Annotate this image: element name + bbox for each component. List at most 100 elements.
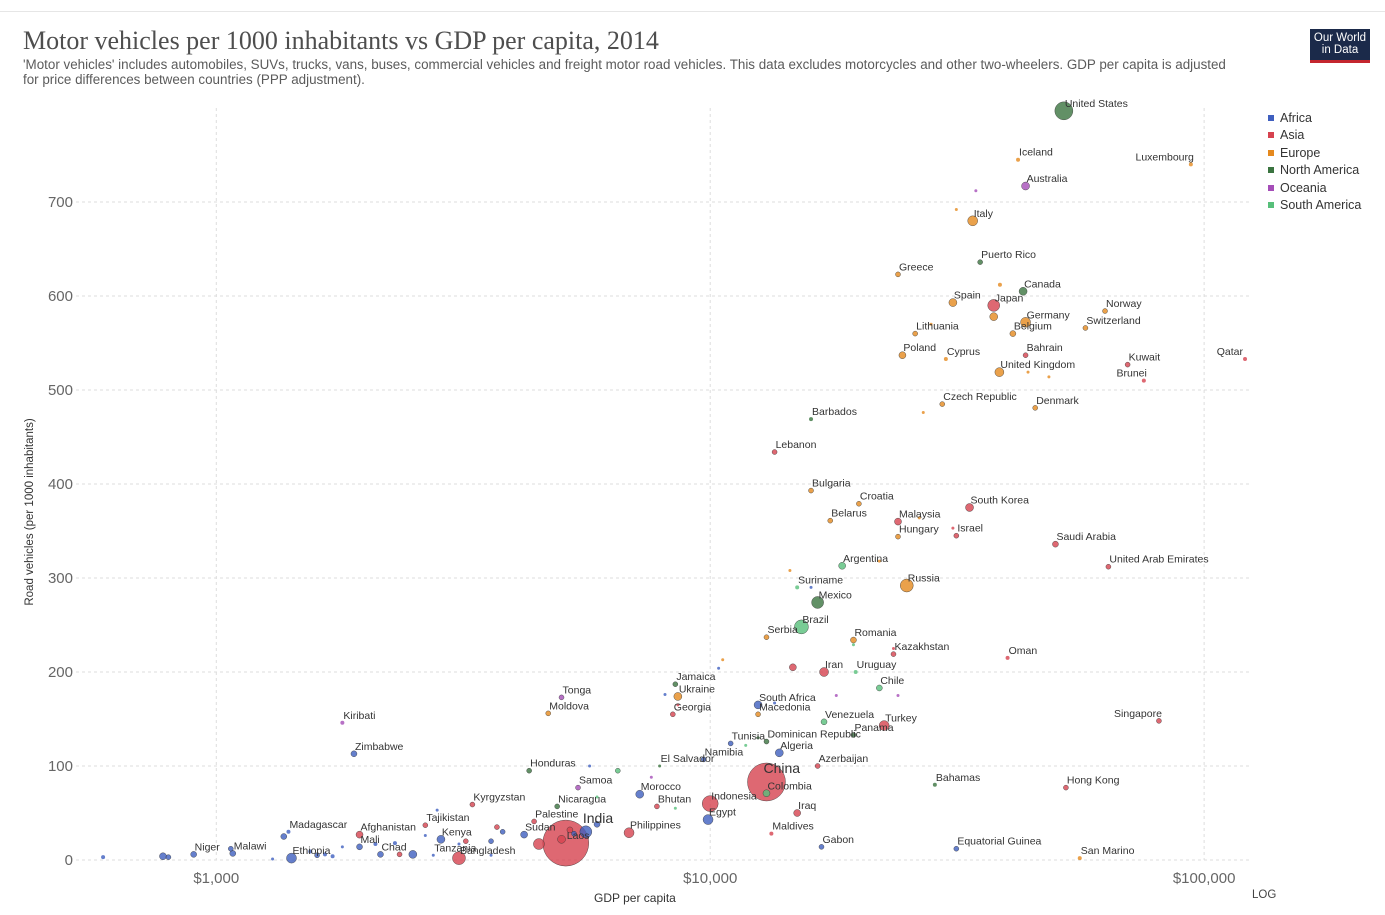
point-label-bulgaria: Bulgaria — [812, 478, 851, 490]
data-point-panama — [850, 732, 857, 738]
point-label-madagascar: Madagascar — [289, 819, 347, 831]
data-point-brazil — [794, 619, 809, 635]
point-label-moldova: Moldova — [549, 700, 589, 712]
legend-item-south-america[interactable]: South America — [1268, 197, 1361, 215]
point-label-tonga: Tonga — [563, 684, 592, 696]
data-point — [165, 854, 172, 860]
data-point-bhutan — [654, 803, 660, 810]
owid-logo[interactable]: Our World in Data — [1310, 29, 1370, 63]
data-point-chad — [377, 851, 384, 858]
data-point — [744, 743, 748, 747]
data-point-algeria — [775, 748, 784, 758]
data-point-jamaica — [672, 681, 679, 687]
point-label-suriname: Suriname — [798, 574, 843, 586]
data-point-luxembourg — [1188, 162, 1193, 167]
data-point — [615, 768, 621, 774]
data-point — [663, 693, 667, 697]
data-point — [595, 795, 599, 799]
legend-item-oceania[interactable]: Oceania — [1268, 179, 1361, 197]
data-point-dominican-republic — [763, 738, 770, 745]
data-point — [588, 764, 592, 768]
data-point-canada — [1018, 287, 1028, 296]
data-point-mali — [356, 843, 363, 851]
point-label-cyprus: Cyprus — [947, 346, 980, 358]
data-point — [499, 829, 506, 835]
data-point-saudi-arabia — [1052, 540, 1059, 548]
point-label-jamaica: Jamaica — [676, 671, 715, 683]
point-label-hungary: Hungary — [899, 524, 939, 536]
data-point-united-arab-emirates — [1105, 564, 1112, 570]
point-label-ukraine: Ukraine — [679, 683, 715, 695]
point-label-puerto-rico: Puerto Rico — [981, 249, 1036, 261]
legend: Africa Asia Europe North America Oceania… — [1268, 109, 1361, 214]
data-point — [159, 852, 167, 860]
data-point — [396, 851, 403, 858]
data-point-oman — [1005, 655, 1010, 660]
data-point-serbia — [763, 634, 770, 640]
data-point — [408, 850, 418, 859]
data-point — [489, 853, 493, 857]
data-point-czech-republic — [939, 401, 945, 407]
legend-item-europe[interactable]: Europe — [1268, 144, 1361, 162]
data-point-uruguay — [853, 670, 858, 674]
point-label-egypt: Egypt — [709, 807, 736, 819]
data-point — [773, 701, 777, 705]
legend-swatch-europe — [1268, 149, 1274, 156]
point-label-luxembourg: Luxembourg — [1135, 151, 1194, 163]
y-tick-label: 600 — [48, 288, 73, 305]
y-tick-label: 400 — [48, 476, 73, 493]
point-label-malawi: Malawi — [234, 840, 267, 852]
point-label-singapore: Singapore — [1114, 708, 1162, 720]
data-point-iraq — [793, 809, 801, 817]
data-point — [314, 852, 320, 858]
legend-item-asia[interactable]: Asia — [1268, 127, 1361, 145]
data-point-gabon — [818, 844, 825, 850]
point-label-iceland: Iceland — [1019, 147, 1053, 159]
point-label-tanzania: Tanzania — [434, 842, 476, 854]
data-point-bulgaria — [808, 487, 814, 494]
legend-swatch-north-america — [1268, 167, 1274, 174]
data-point-lithuania — [912, 330, 918, 337]
data-point — [851, 643, 855, 647]
data-point-honduras — [526, 768, 532, 774]
data-point — [717, 666, 721, 670]
point-label-lithuania: Lithuania — [916, 321, 959, 333]
data-point — [756, 736, 760, 740]
point-label-norway: Norway — [1106, 298, 1142, 310]
x-tick-label: $1,000 — [193, 870, 239, 887]
data-point — [423, 834, 427, 838]
point-label-ethiopia: Ethiopia — [292, 845, 330, 857]
data-point-cyprus — [943, 356, 948, 361]
data-point-macedonia — [755, 711, 761, 717]
data-point-china — [747, 762, 786, 802]
data-point-ukraine — [673, 692, 683, 701]
x-tick-label: $10,000 — [683, 870, 737, 887]
data-point-south-korea — [965, 503, 974, 512]
point-label-barbados: Barbados — [812, 406, 857, 418]
point-label-south-korea: South Korea — [971, 495, 1030, 507]
data-point-lebanon — [771, 449, 778, 455]
point-label-samoa: Samoa — [579, 775, 612, 787]
x-axis-title: GDP per capita — [594, 891, 676, 905]
data-point-turkey — [878, 720, 890, 731]
data-point — [676, 703, 680, 707]
legend-item-africa[interactable]: Africa — [1268, 109, 1361, 127]
data-point — [788, 568, 792, 572]
data-point-brunei — [1141, 378, 1146, 383]
chart-title: Motor vehicles per 1000 inhabitants vs G… — [23, 26, 659, 55]
legend-swatch-oceania — [1268, 184, 1274, 191]
point-label-qatar: Qatar — [1217, 346, 1244, 358]
data-point-india — [579, 825, 593, 838]
data-point-australia — [1021, 181, 1030, 191]
data-point-kiribati — [340, 720, 345, 725]
log-scale-toggle[interactable]: LOG — [1252, 889, 1277, 901]
point-label-united-arab-emirates: United Arab Emirates — [1109, 554, 1208, 566]
x-tick-label: $100,000 — [1173, 870, 1236, 887]
data-point-tonga — [558, 694, 565, 701]
data-point-united-states — [1054, 101, 1074, 121]
legend-item-north-america[interactable]: North America — [1268, 162, 1361, 180]
data-point-denmark — [1032, 405, 1038, 411]
data-point-nicaragua — [554, 803, 560, 810]
data-point-zimbabwe — [350, 750, 358, 757]
